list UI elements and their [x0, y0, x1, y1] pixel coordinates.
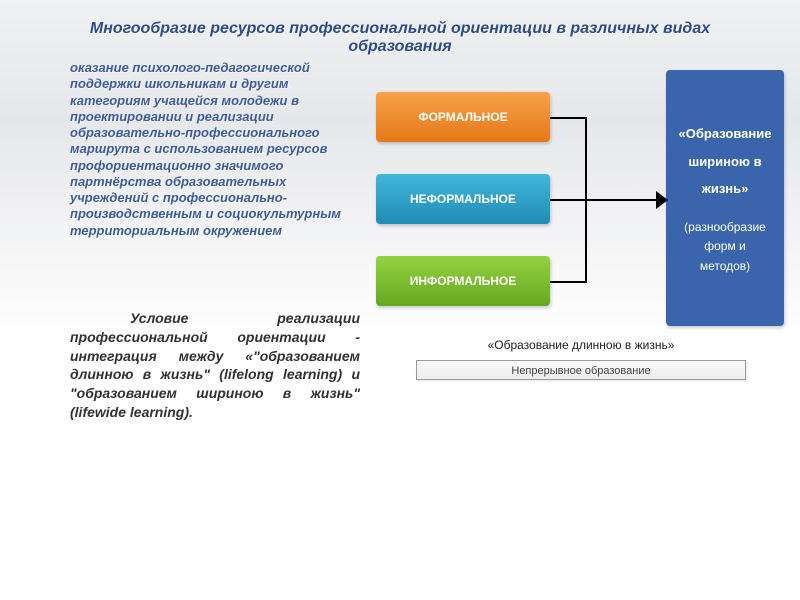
left-column: оказание психолого-педагогической поддер…	[70, 60, 360, 430]
content-row: оказание психолого-педагогической поддер…	[0, 56, 800, 440]
right-box-sub: (разнообразие форм и методов)	[678, 218, 772, 276]
arrow-head-icon	[656, 191, 668, 209]
arrow-stub-2	[550, 281, 586, 283]
edu-box-2: ИНФОРМАЛЬНОЕ	[376, 256, 550, 306]
right-concept-box: «Образование шириною в жизнь» (разнообраз…	[666, 70, 784, 326]
edu-box-0: ФОРМАЛЬНОЕ	[376, 92, 550, 142]
arrow-stub-1	[550, 199, 586, 201]
condition-text: Условие реализации профессиональной орие…	[70, 310, 360, 420]
arrow-stub-0	[550, 117, 586, 119]
description-paragraph: оказание психолого-педагогической поддер…	[70, 60, 360, 239]
bottom-banner: Непрерывное образование	[416, 360, 746, 380]
right-box-main: «Образование шириною в жизнь»	[678, 120, 772, 202]
arrow-main	[586, 199, 658, 201]
bottom-label: «Образование длинною в жизнь»	[416, 338, 746, 352]
condition-paragraph: Условие реализации профессиональной орие…	[70, 309, 360, 422]
edu-box-1: НЕФОРМАЛЬНОЕ	[376, 174, 550, 224]
page-title: Многообразие ресурсов профессиональной о…	[0, 0, 800, 56]
education-diagram: ФОРМАЛЬНОЕ НЕФОРМАЛЬНОЕ ИНФОРМАЛЬНОЕ «Образ…	[366, 70, 780, 430]
